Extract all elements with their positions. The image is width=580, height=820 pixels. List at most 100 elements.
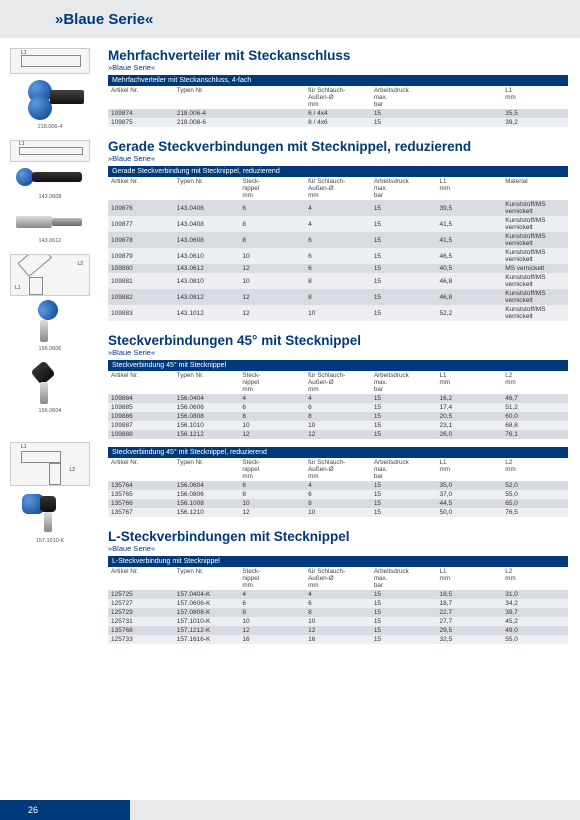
column-header: für Schlauch-Außen-Ømm xyxy=(305,567,371,590)
cell: 15 xyxy=(371,264,437,273)
table-row: 109876143.0406641539,5Kunststoff/MS vern… xyxy=(108,200,568,216)
column-header: L1mm xyxy=(437,458,503,481)
cell: 12 xyxy=(239,264,305,273)
data-table: Artikel Nr.Typen Nr.Steck-nippelmmfür Sc… xyxy=(108,458,568,517)
data-table: Artikel Nr.Typen Nr.für Schlauch-Außen-Ø… xyxy=(108,86,568,127)
cell: 46,8 xyxy=(437,273,503,289)
caption-3a: 156.0606 xyxy=(0,346,100,352)
column-header xyxy=(239,86,305,109)
table-row: 109881143.08101081546,8Kunststoff/MS ver… xyxy=(108,273,568,289)
cell: 109888 xyxy=(108,430,174,439)
cell: 109881 xyxy=(108,273,174,289)
cell: 27,7 xyxy=(437,617,503,626)
cell: 8 xyxy=(305,289,371,305)
cell: 156.1212 xyxy=(174,430,240,439)
cell: 157.1616-K xyxy=(174,635,240,644)
cell: 4 xyxy=(305,216,371,232)
cell: 6 xyxy=(305,599,371,608)
column-header: Arbeitsdruckmax.bar xyxy=(371,177,437,200)
table-row: 135767156.121012101550,076,5 xyxy=(108,508,568,517)
cell: 15 xyxy=(371,305,437,321)
table-header: L-Steckverbindung mit Stecknippel xyxy=(108,556,568,567)
cell: 50,0 xyxy=(437,508,503,517)
cell: 6 xyxy=(239,599,305,608)
cell: 6 xyxy=(305,490,371,499)
cell: 16,2 xyxy=(437,394,503,403)
cell: 10 xyxy=(239,273,305,289)
column-header xyxy=(437,86,503,109)
cell: 15 xyxy=(371,617,437,626)
cell: 10 xyxy=(239,617,305,626)
column-header: L1mm xyxy=(437,177,503,200)
cell: 143.0406 xyxy=(174,200,240,216)
section-2: Steckverbindungen 45° mit Stecknippel»Bl… xyxy=(108,333,568,517)
cell: 44,5 xyxy=(437,499,503,508)
cell: 15 xyxy=(371,289,437,305)
cell: 109882 xyxy=(108,289,174,305)
cell: 10 xyxy=(239,499,305,508)
cell: 12 xyxy=(239,289,305,305)
cell: 12 xyxy=(305,430,371,439)
header-title: »Blaue Serie« xyxy=(55,11,153,28)
cell: 157.1010-K xyxy=(174,617,240,626)
cell: 135765 xyxy=(108,490,174,499)
table-row: 109875218.008-68 / 4x61539,2 xyxy=(108,118,568,127)
cell: 125725 xyxy=(108,590,174,599)
cell: 10 xyxy=(239,421,305,430)
cell: 4 xyxy=(239,590,305,599)
cell: 18,7 xyxy=(437,599,503,608)
table-row: 109884156.0404441516,246,7 xyxy=(108,394,568,403)
column-header: L2mm xyxy=(502,567,568,590)
cell: 109884 xyxy=(108,394,174,403)
column-header: L2mm xyxy=(502,371,568,394)
page-number: 26 xyxy=(28,805,38,815)
cell: 4 xyxy=(305,590,371,599)
cell: 15 xyxy=(371,248,437,264)
cell: Kunststoff/MS vernickelt xyxy=(502,232,568,248)
column-header: Arbeitsdruckmax.bar xyxy=(371,371,437,394)
cell: 135766 xyxy=(108,499,174,508)
cell: 51,2 xyxy=(502,403,568,412)
cell: 156.0604 xyxy=(174,481,240,490)
table-row: 109885156.0606661517,451,2 xyxy=(108,403,568,412)
table-header: Gerade Steckverbindung mit Stecknippel, … xyxy=(108,166,568,177)
cell: 143.0408 xyxy=(174,216,240,232)
column-header: Steck-nippelmm xyxy=(239,567,305,590)
cell: 20,5 xyxy=(437,412,503,421)
cell: 135764 xyxy=(108,481,174,490)
cell: 156.1210 xyxy=(174,508,240,517)
section-subtitle: »Blaue Serie« xyxy=(108,63,568,72)
cell: 52,2 xyxy=(437,305,503,321)
cell: 15 xyxy=(371,481,437,490)
cell: 8 xyxy=(305,273,371,289)
cell: 109887 xyxy=(108,421,174,430)
cell: 37,0 xyxy=(437,490,503,499)
data-table: Artikel Nr.Typen Nr.Steck-nippelmmfür Sc… xyxy=(108,567,568,644)
cell: 156.1008 xyxy=(174,499,240,508)
column-header: Arbeitsdruckmax.bar xyxy=(371,86,437,109)
cell: 41,5 xyxy=(437,216,503,232)
cell: 218.006-4 xyxy=(174,109,240,118)
cell: 109876 xyxy=(108,200,174,216)
cell: 15 xyxy=(371,421,437,430)
cell: 15 xyxy=(371,200,437,216)
cell: 15 xyxy=(371,590,437,599)
cell: 6 xyxy=(239,481,305,490)
product-4 xyxy=(10,490,90,534)
cell: 10 xyxy=(305,508,371,517)
section-title: Gerade Steckverbindungen mit Stecknippel… xyxy=(108,139,568,154)
table-row: 109874218.006-46 / 4x41535,5 xyxy=(108,109,568,118)
cell: 22,7 xyxy=(437,608,503,617)
cell: 135767 xyxy=(108,508,174,517)
cell: 143.0812 xyxy=(174,289,240,305)
cell: 39,7 xyxy=(502,608,568,617)
cell: 12 xyxy=(239,305,305,321)
cell: 12 xyxy=(239,430,305,439)
cell: 46,5 xyxy=(437,248,503,264)
cell: 12 xyxy=(239,626,305,635)
table-row: 109880143.06121261540,5MS vernickelt xyxy=(108,264,568,273)
table-row: 109883143.101212101552,2Kunststoff/MS ve… xyxy=(108,305,568,321)
cell: 55,0 xyxy=(502,635,568,644)
table-row: 125727157.0606-K661518,734,2 xyxy=(108,599,568,608)
table-row: 109878143.0608861541,5Kunststoff/MS vern… xyxy=(108,232,568,248)
